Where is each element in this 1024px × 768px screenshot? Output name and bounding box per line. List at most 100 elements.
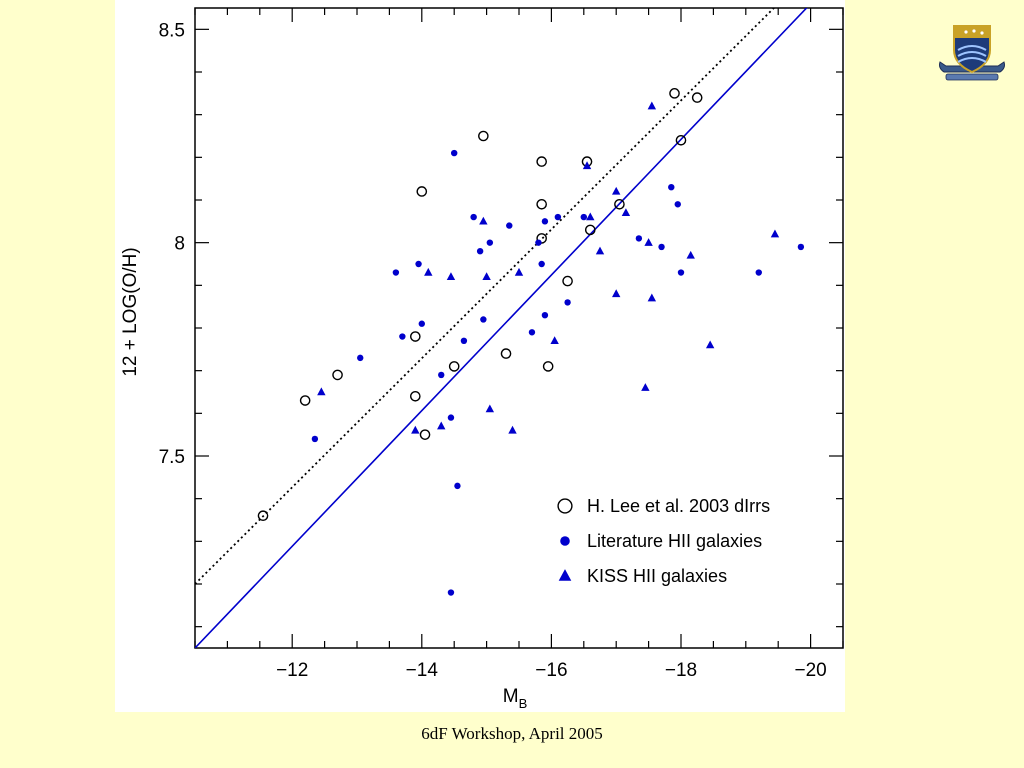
x-tick-label: −14: [406, 660, 439, 681]
legend-marker: [558, 569, 572, 581]
data-point: [562, 275, 573, 287]
data-point: [478, 130, 489, 142]
data-point: [705, 340, 715, 349]
data-point: [647, 101, 657, 110]
data-point: [506, 222, 513, 229]
data-point: [470, 213, 477, 221]
data-point: [536, 156, 547, 167]
data-point: [675, 134, 687, 146]
x-axis-title: MB: [503, 686, 528, 711]
legend-label: Literature HII galaxies: [587, 531, 762, 551]
dotted-fit-line: [195, 8, 776, 585]
data-point: [419, 429, 431, 440]
data-point: [447, 414, 455, 421]
data-points: [257, 88, 805, 596]
data-point: [677, 269, 685, 276]
data-point: [755, 269, 762, 276]
data-point: [647, 293, 657, 302]
x-tick-label: −20: [794, 660, 826, 681]
data-point: [451, 149, 458, 157]
y-tick-label: 8: [174, 234, 185, 255]
data-point: [536, 233, 547, 244]
data-point: [479, 216, 488, 225]
data-point: [641, 383, 650, 391]
data-point: [410, 331, 421, 342]
plot-frame: [194, 7, 844, 649]
slide-footer: 6dF Workshop, April 2005: [421, 724, 603, 743]
x-tick-label: −18: [665, 660, 697, 681]
data-point: [416, 186, 428, 197]
data-point: [621, 208, 631, 216]
data-point: [447, 589, 455, 596]
data-point: [614, 198, 625, 210]
data-point: [437, 421, 446, 430]
x-tick-label: −12: [276, 660, 308, 681]
data-point: [635, 235, 643, 242]
y-tick-label: 8.5: [159, 20, 185, 41]
x-tick-label: −16: [535, 660, 567, 681]
data-point: [535, 239, 542, 246]
data-point: [317, 387, 326, 396]
data-point: [770, 229, 780, 238]
data-point: [536, 198, 547, 210]
data-point: [311, 435, 319, 443]
data-point: [580, 213, 587, 221]
data-point: [446, 272, 456, 280]
data-point: [691, 92, 703, 103]
data-point: [541, 312, 549, 319]
data-point: [584, 224, 596, 236]
data-point: [486, 239, 494, 246]
legend-marker: [557, 498, 573, 514]
data-point: [415, 260, 422, 268]
data-point: [554, 213, 562, 221]
tick-labels: −12 −14 −16 −18 −20 7.5 8 8.5: [159, 20, 827, 681]
data-point: [485, 404, 495, 413]
data-point: [612, 186, 621, 195]
data-point: [454, 482, 461, 490]
axis-ticks: [194, 8, 844, 648]
data-point: [482, 272, 491, 280]
scatter-chart: −12 −14 −16 −18 −207.588.5 MB 12 + LOG(O/H) …: [120, 7, 844, 711]
y-axis-title: 12 + LOG(O/H): [120, 247, 141, 376]
data-point: [424, 267, 433, 276]
data-point: [658, 243, 665, 251]
data-point: [392, 269, 400, 276]
data-point: [669, 88, 680, 99]
data-point: [550, 336, 559, 344]
data-point: [797, 243, 805, 251]
data-point: [257, 510, 269, 522]
data-point: [410, 390, 421, 402]
data-point: [644, 238, 653, 246]
data-point: [508, 425, 517, 434]
data-point: [418, 320, 425, 327]
data-point: [528, 329, 536, 336]
data-point: [448, 361, 460, 372]
legend-label: KISS HII galaxies: [587, 566, 727, 586]
data-point: [686, 250, 695, 259]
legend-marker: [560, 536, 570, 546]
data-point: [674, 201, 681, 208]
x-axis-title-subscript: B: [519, 696, 528, 711]
data-point: [460, 337, 468, 344]
data-point: [541, 218, 549, 225]
x-axis-title-main: M: [503, 686, 519, 707]
y-tick-label: 7.5: [159, 447, 185, 468]
data-point: [411, 425, 420, 434]
data-point: [332, 369, 343, 381]
university-crest-logo: [939, 25, 1005, 81]
data-point: [299, 395, 311, 406]
data-point: [438, 371, 445, 379]
data-point: [357, 354, 364, 362]
data-point: [514, 267, 524, 276]
data-point: [399, 333, 406, 340]
data-point: [668, 184, 675, 191]
data-point: [542, 361, 554, 372]
data-point: [586, 212, 595, 221]
data-point: [612, 289, 621, 298]
data-point: [595, 246, 605, 255]
solid-fit-line: [195, 8, 808, 648]
data-point: [582, 161, 592, 170]
data-point: [538, 260, 545, 268]
data-point: [476, 248, 484, 255]
fit-lines: [195, 8, 808, 648]
